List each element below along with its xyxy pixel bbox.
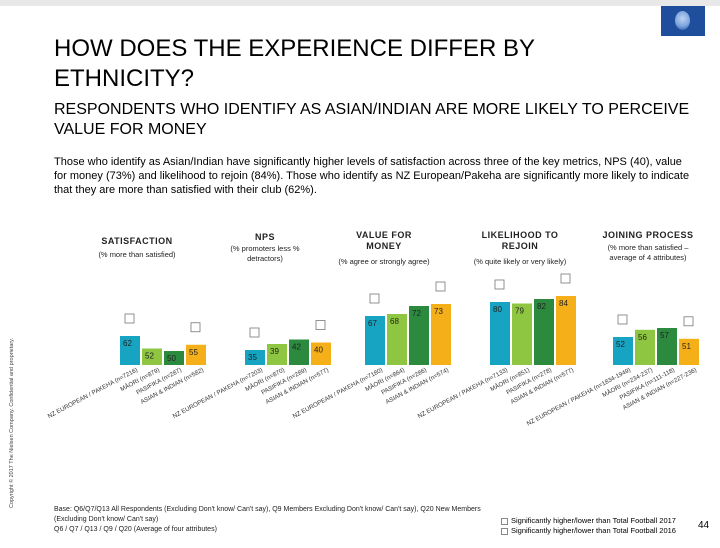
significance-marker: [369, 293, 380, 304]
bar: [613, 337, 633, 365]
data-label: 82: [537, 302, 546, 311]
data-label: 52: [616, 340, 625, 349]
bar: [164, 351, 184, 365]
bar: [311, 342, 331, 365]
data-label: 67: [368, 319, 377, 328]
data-label: 62: [123, 339, 132, 348]
data-label: 55: [189, 348, 198, 357]
page-title: HOW DOES THE EXPERIENCE DIFFER BY ETHNIC…: [54, 35, 535, 92]
page-subtitle: RESPONDENTS WHO IDENTIFY AS ASIAN/INDIAN…: [54, 101, 690, 138]
section-subtitle: (% more than satisfied –: [608, 243, 690, 252]
bar: [365, 316, 385, 365]
data-label: 40: [314, 346, 323, 355]
bar: [657, 328, 677, 365]
legend-swatch-icon: [501, 517, 508, 525]
category-label: NZ EUROPEAN / PAKEHA (n=7216): [47, 367, 139, 421]
significance-marker: [560, 273, 571, 284]
summary-text: Those who identify as Asian/Indian have …: [54, 156, 690, 196]
bar: [245, 350, 265, 365]
data-label: 73: [434, 307, 443, 316]
significance-marker: [494, 279, 505, 290]
bar: [409, 306, 429, 365]
page-number: 44: [698, 520, 710, 531]
section-title: MONEY: [366, 241, 402, 251]
data-label: 42: [292, 343, 301, 352]
section-subtitle: detractors): [247, 254, 283, 263]
significance-marker: [435, 281, 446, 292]
significance-marker: [617, 314, 628, 325]
data-label: 51: [682, 342, 691, 351]
significance-marker: [683, 316, 694, 327]
bar: [267, 344, 287, 365]
data-label: 50: [167, 354, 176, 363]
bar: [289, 339, 309, 365]
bar: [490, 302, 510, 365]
significance-marker: [190, 322, 201, 333]
data-label: 52: [145, 352, 154, 361]
legend-swatch-icon: [501, 527, 508, 535]
significance-marker: [315, 320, 326, 330]
data-label: 39: [270, 347, 279, 356]
section-subtitle: (% more than satisfied): [98, 250, 176, 259]
section-subtitle: (% promoters less %: [230, 244, 300, 253]
legend-row-2017: Significantly higher/lower than Total Fo…: [501, 516, 676, 526]
bar: [142, 348, 162, 365]
significance-marker: [124, 313, 135, 324]
logo-glyph-icon: [675, 11, 690, 30]
section-title: LIKELIHOOD TO: [482, 230, 559, 240]
data-label: 68: [390, 317, 399, 326]
data-label: 79: [515, 307, 524, 316]
bar: [120, 336, 140, 365]
bar: [679, 338, 699, 365]
section-title: VALUE FOR: [356, 230, 412, 240]
category-label: NZ EUROPEAN / PAKEHA (n=7180): [292, 367, 384, 421]
footnote-line: Base: Q6/Q7/Q13 All Respondents (Excludi…: [54, 506, 481, 513]
bar: [512, 303, 532, 365]
data-label: 57: [660, 331, 669, 340]
top-bar: [0, 0, 720, 6]
legend-row-2016: Significantly higher/lower than Total Fo…: [501, 526, 676, 536]
nielsen-logo: [661, 6, 705, 36]
legend-label-2017: Significantly higher/lower than Total Fo…: [511, 516, 676, 525]
bar: [387, 314, 407, 365]
data-label: 84: [559, 299, 568, 308]
footnote-line: Q6 / Q7 / Q13 / Q9 / Q20 (Average of fou…: [54, 526, 217, 533]
bar: [635, 329, 655, 365]
section-subtitle: (% agree or strongly agree): [338, 257, 430, 266]
significance-legend: Significantly higher/lower than Total Fo…: [501, 516, 676, 536]
legend-label-2016: Significantly higher/lower than Total Fo…: [511, 526, 676, 535]
data-label: 35: [248, 353, 257, 362]
bar: [186, 344, 206, 365]
section-subtitle: average of 4 attributes): [609, 253, 687, 262]
section-title: SATISFACTION: [101, 236, 172, 246]
data-label: 56: [638, 333, 647, 342]
bar: [534, 299, 554, 365]
footnote-line: (Excluding Don't know/ Can't say): [54, 516, 159, 523]
bar: [556, 296, 576, 365]
footnote: Base: Q6/Q7/Q13 All Respondents (Excludi…: [54, 505, 494, 535]
data-label: 72: [412, 309, 421, 318]
section-title: REJOIN: [502, 241, 539, 251]
data-label: 80: [493, 305, 502, 314]
bar: [431, 304, 451, 365]
section-subtitle: (% quite likely or very likely): [474, 257, 567, 266]
significance-marker: [249, 327, 260, 338]
section-title: JOINING PROCESS: [602, 230, 693, 240]
section-title: NPS: [255, 232, 275, 242]
